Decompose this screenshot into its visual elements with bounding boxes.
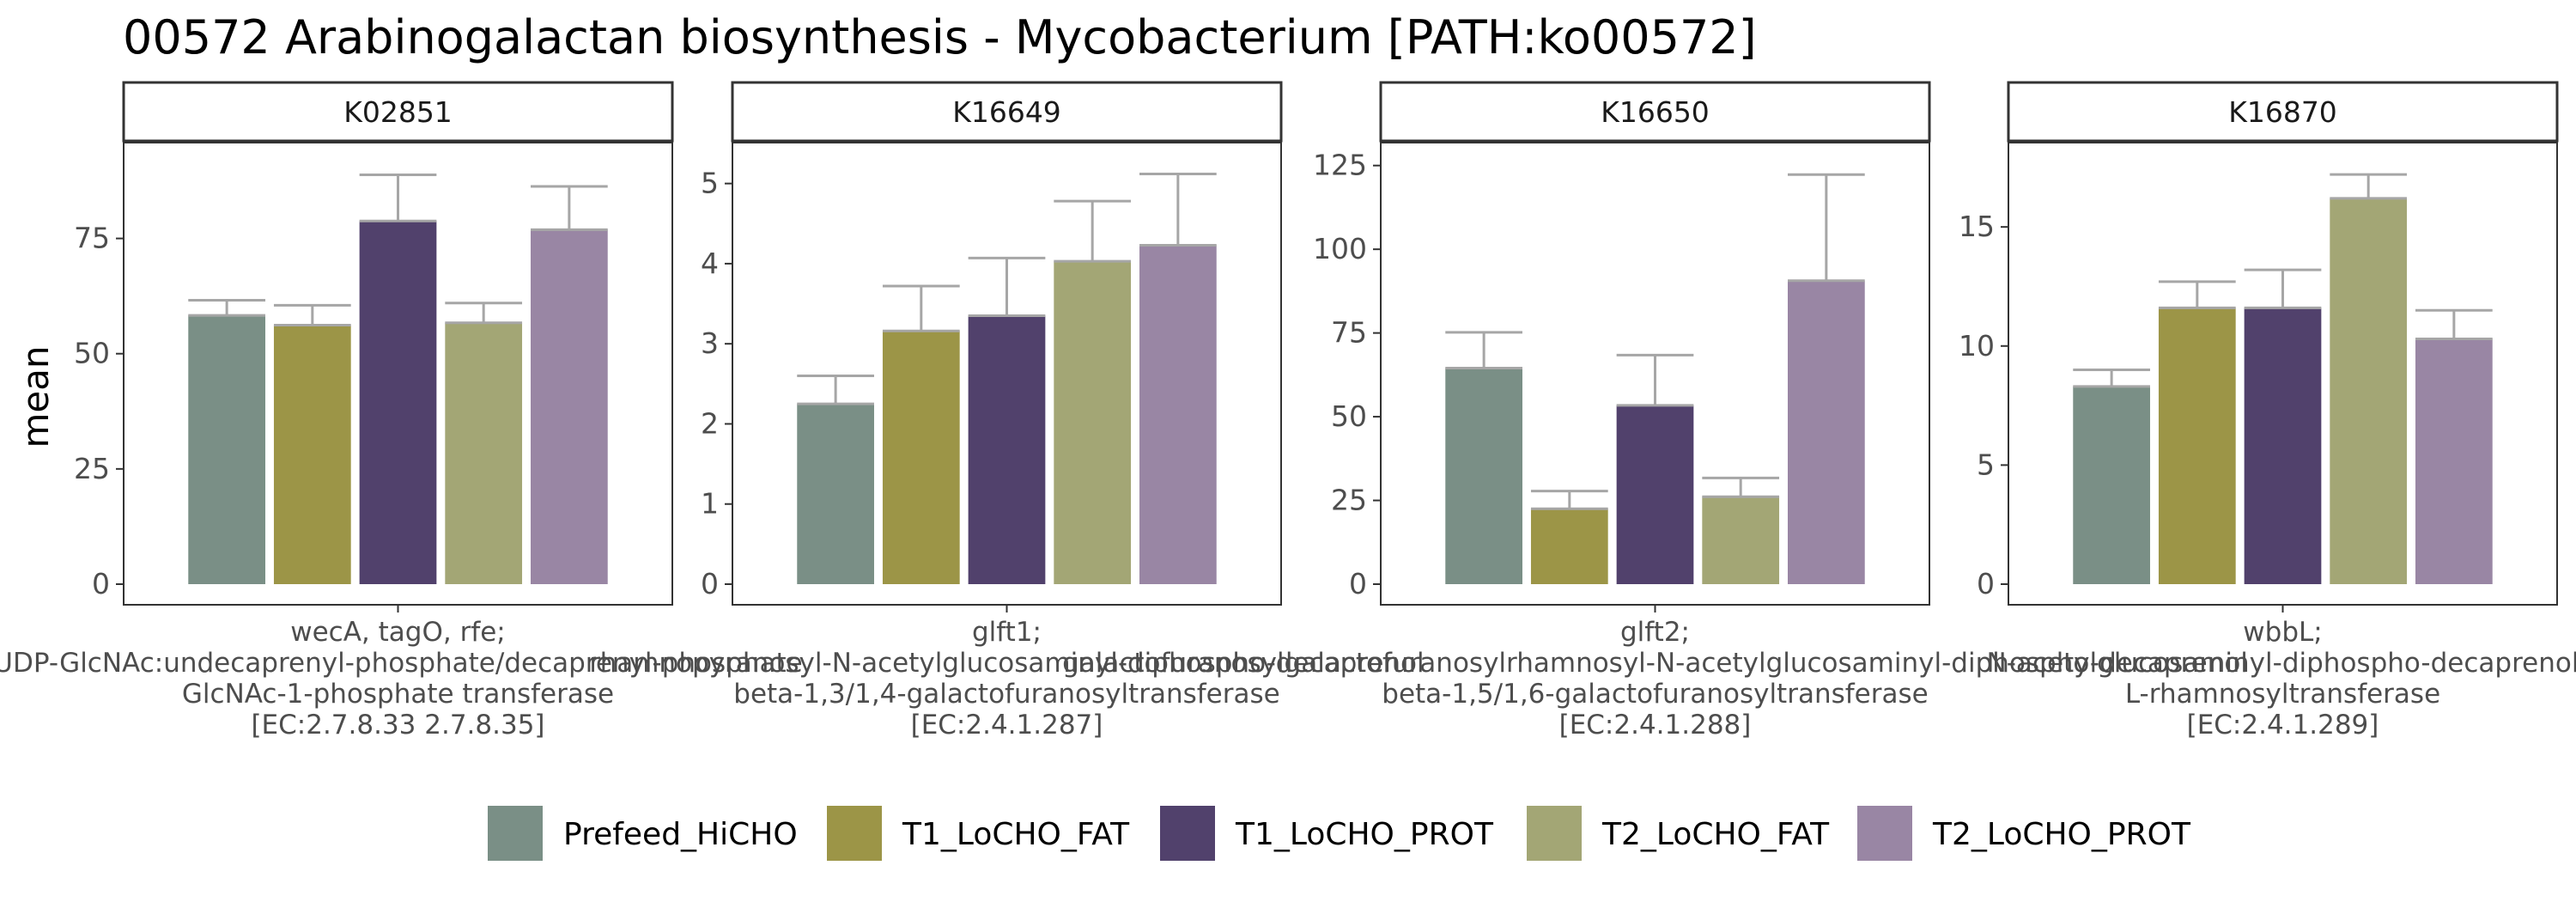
- legend-key: [488, 806, 543, 861]
- y-tick-label: 100: [1313, 232, 1367, 265]
- x-category-label-line: galactofuranosylgalactofuranosylrhamnosy…: [1062, 648, 2248, 679]
- facet-strip: [2007, 81, 2559, 143]
- x-category-label-line: rhamnopyranosyl-N-acetylglucosaminyl-dip…: [589, 648, 1424, 679]
- y-tick-label: 4: [701, 247, 719, 280]
- x-category-label-line: [EC:2.4.1.289]: [2187, 710, 2379, 740]
- facet-strip-label: K16650: [1601, 95, 1710, 129]
- bar-prefeed-hicho: [1445, 368, 1522, 584]
- y-tick-label: 5: [1977, 448, 1995, 481]
- chart-title: 00572 Arabinogalactan biosynthesis - Myc…: [123, 10, 1757, 64]
- x-category-label-line: [EC:2.7.8.33 2.7.8.35]: [251, 710, 544, 740]
- legend-entry: T1_LoCHO_FAT: [827, 806, 1130, 861]
- legend-entry: T2_LoCHO_FAT: [1527, 806, 1830, 861]
- bar-t2-locho-prot: [531, 229, 608, 584]
- bar-t2-locho-fat: [1702, 497, 1780, 584]
- y-axis-label: mean: [15, 345, 57, 448]
- legend-entry: T2_LoCHO_PROT: [1857, 806, 2191, 861]
- bar-prefeed-hicho: [188, 315, 265, 584]
- bar-t1-locho-fat: [2158, 308, 2236, 584]
- bar-t1-locho-prot: [1616, 405, 1694, 584]
- x-category-label-line: GlcNAc-1-phosphate transferase: [182, 679, 614, 710]
- facet-strip: [1379, 81, 1931, 143]
- legend-label: T2_LoCHO_FAT: [1601, 817, 1830, 852]
- legend-label: T2_LoCHO_PROT: [1932, 817, 2191, 852]
- bar-prefeed-hicho: [797, 404, 874, 584]
- x-category-label-line: wbbL;: [2243, 617, 2322, 648]
- bar-prefeed-hicho: [2073, 386, 2150, 584]
- legend-label: T1_LoCHO_PROT: [1235, 817, 1494, 852]
- y-tick-label: 5: [701, 167, 719, 200]
- y-tick-label: 0: [92, 567, 110, 600]
- legend-label: Prefeed_HiCHO: [563, 817, 798, 852]
- x-category-label-line: N-acetylglucosaminyl-diphospho-decapreno…: [1987, 648, 2576, 679]
- bar-t2-locho-prot: [2415, 338, 2493, 584]
- bar-t2-locho-fat: [1054, 261, 1132, 584]
- y-tick-label: 25: [74, 452, 110, 485]
- facet-strip: [122, 81, 674, 143]
- bar-t1-locho-prot: [968, 315, 1046, 584]
- facet-panel-k16649: K16649 0 1 2 3 4 5 glft1;rhamnopyranosyl-N-acet…: [589, 81, 1425, 740]
- bar-t2-locho-fat: [445, 322, 523, 584]
- x-category-label-line: beta-1,5/1,6-galactofuranosyltransferase: [1382, 679, 1928, 710]
- y-tick-label: 50: [1331, 399, 1367, 433]
- y-tick-label: 50: [74, 337, 110, 370]
- y-tick-label: 25: [1331, 484, 1367, 517]
- bar-t1-locho-fat: [1530, 509, 1608, 584]
- facet-strip-label: K02851: [343, 95, 453, 129]
- legend-entry: T1_LoCHO_PROT: [1160, 806, 1494, 861]
- bar-t1-locho-prot: [359, 221, 437, 584]
- y-tick-label: 0: [1349, 567, 1367, 600]
- x-category-label-line: [EC:2.4.1.288]: [1559, 710, 1752, 740]
- y-tick-label: 0: [1977, 567, 1995, 600]
- legend-key: [1857, 806, 1912, 861]
- x-category-label-line: L-rhamnosyltransferase: [2125, 679, 2440, 710]
- y-tick-label: 75: [74, 222, 110, 255]
- y-tick-label: 1: [701, 487, 719, 521]
- facet-panel-k16650: K166500255075100125glft2;galactofuranosy…: [1062, 81, 2248, 740]
- y-tick-label: 75: [1331, 316, 1367, 350]
- bar-t2-locho-fat: [2330, 198, 2408, 584]
- facet-panel-k16870: K16870 0 5 10 15 wbbL;N-acetylglucosaminyl-di…: [1959, 81, 2576, 740]
- legend-key: [1527, 806, 1582, 861]
- bar-t2-locho-prot: [1139, 245, 1217, 584]
- x-category-label-line: [EC:2.4.1.287]: [911, 710, 1103, 740]
- y-tick-label: 15: [1959, 210, 1995, 243]
- x-category-label-line: glft2;: [1620, 617, 1690, 648]
- legend-label: T1_LoCHO_FAT: [902, 817, 1130, 852]
- x-category-label-line: beta-1,3/1,4-galactofuranosyltransferase: [733, 679, 1279, 710]
- facet-strip-label: K16649: [952, 95, 1061, 129]
- facet-strip: [731, 81, 1283, 143]
- legend: Prefeed_HiCHO T1_LoCHO_FAT T1_LoCHO_PROT T2…: [488, 806, 2191, 861]
- bar-t2-locho-prot: [1788, 280, 1865, 584]
- x-category-label-line: wecA, tagO, rfe;: [290, 617, 506, 648]
- facet-strip-label: K16870: [2228, 95, 2337, 129]
- legend-key: [827, 806, 882, 861]
- legend-key: [1160, 806, 1215, 861]
- bar-t1-locho-fat: [882, 331, 960, 584]
- y-tick-label: 3: [701, 326, 719, 360]
- y-tick-label: 2: [701, 406, 719, 440]
- legend-entry: Prefeed_HiCHO: [488, 806, 798, 861]
- bar-t1-locho-prot: [2244, 308, 2322, 584]
- x-category-label-line: glft1;: [972, 617, 1042, 648]
- bar-t1-locho-fat: [273, 325, 351, 584]
- x-category-label-line: UDP-GlcNAc:undecaprenyl-phosphate/decapr…: [0, 648, 803, 679]
- y-tick-label: 0: [701, 567, 719, 600]
- y-tick-label: 125: [1313, 149, 1367, 182]
- y-tick-label: 10: [1959, 329, 1995, 363]
